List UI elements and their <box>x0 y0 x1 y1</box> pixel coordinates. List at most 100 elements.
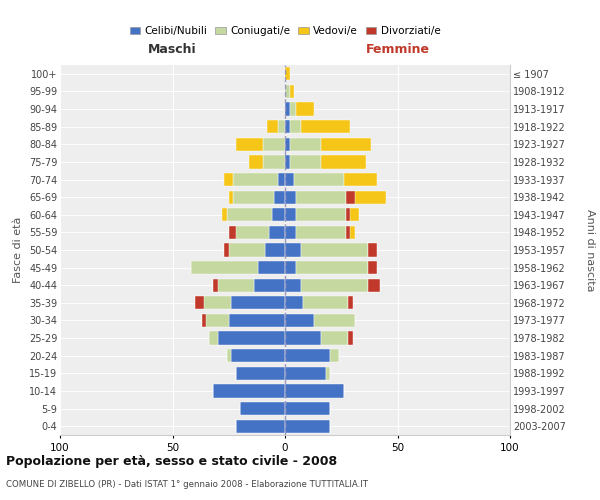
Bar <box>285 208 296 222</box>
Bar <box>213 278 218 292</box>
Bar <box>249 156 263 168</box>
Bar <box>285 278 301 292</box>
Bar <box>285 85 290 98</box>
Bar <box>285 420 330 433</box>
Bar <box>263 138 285 151</box>
Bar <box>263 156 285 168</box>
Bar <box>301 120 350 134</box>
Bar <box>346 226 350 239</box>
Bar <box>229 190 233 204</box>
Bar <box>296 261 368 274</box>
Bar <box>285 402 330 415</box>
Bar <box>285 102 290 116</box>
Bar <box>202 314 206 327</box>
Bar <box>290 156 321 168</box>
Bar <box>285 67 290 80</box>
Text: COMUNE DI ZIBELLO (PR) - Dati ISTAT 1° gennaio 2008 - Elaborazione TUTTITALIA.IT: COMUNE DI ZIBELLO (PR) - Dati ISTAT 1° g… <box>6 480 368 489</box>
Bar <box>209 332 218 344</box>
Bar <box>346 208 359 222</box>
Bar <box>258 261 285 274</box>
Bar <box>229 314 285 327</box>
Bar <box>343 173 377 186</box>
Bar <box>269 226 285 239</box>
Bar <box>303 296 348 310</box>
Bar <box>229 226 269 239</box>
Bar <box>265 244 285 256</box>
Bar <box>285 138 290 151</box>
Bar <box>285 190 296 204</box>
Bar <box>346 190 355 204</box>
Bar <box>213 278 254 292</box>
Bar <box>368 244 377 256</box>
Bar <box>224 173 233 186</box>
Bar <box>296 102 314 116</box>
Bar <box>325 366 330 380</box>
Bar <box>285 156 290 168</box>
Bar <box>321 138 371 151</box>
Bar <box>285 261 296 274</box>
Bar <box>202 314 229 327</box>
Bar <box>229 226 235 239</box>
Bar <box>191 261 258 274</box>
Bar <box>218 332 285 344</box>
Bar <box>346 226 355 239</box>
Bar <box>290 120 301 134</box>
Bar <box>227 208 271 222</box>
Bar <box>348 332 353 344</box>
Text: Maschi: Maschi <box>148 43 197 56</box>
Bar <box>368 261 377 274</box>
Bar <box>285 366 325 380</box>
Bar <box>290 138 321 151</box>
Bar <box>321 332 348 344</box>
Bar <box>274 190 285 204</box>
Y-axis label: Fasce di età: Fasce di età <box>13 217 23 283</box>
Bar <box>321 156 366 168</box>
Bar <box>271 208 285 222</box>
Bar <box>296 226 346 239</box>
Bar <box>278 120 285 134</box>
Bar <box>368 278 380 292</box>
Bar <box>368 278 380 292</box>
Bar <box>301 278 368 292</box>
Bar <box>195 296 204 310</box>
Text: Femmine: Femmine <box>365 43 430 56</box>
Bar <box>285 332 321 344</box>
Bar <box>285 226 296 239</box>
Bar <box>368 244 377 256</box>
Bar <box>233 173 278 186</box>
Bar <box>227 349 231 362</box>
Bar <box>330 349 339 362</box>
Bar <box>224 244 265 256</box>
Bar <box>222 208 227 222</box>
Bar <box>285 120 290 134</box>
Bar <box>290 102 296 116</box>
Bar <box>314 314 355 327</box>
Bar <box>296 190 346 204</box>
Bar <box>348 296 353 310</box>
Bar <box>290 85 294 98</box>
Bar <box>285 296 303 310</box>
Bar <box>231 349 285 362</box>
Y-axis label: Anni di nascita: Anni di nascita <box>585 209 595 291</box>
Bar <box>346 190 386 204</box>
Bar <box>368 261 377 274</box>
Bar <box>235 420 285 433</box>
Bar <box>254 278 285 292</box>
Bar <box>224 244 229 256</box>
Text: Popolazione per età, sesso e stato civile - 2008: Popolazione per età, sesso e stato civil… <box>6 455 337 468</box>
Bar <box>285 244 301 256</box>
Bar <box>285 173 294 186</box>
Bar <box>285 349 330 362</box>
Bar <box>346 208 350 222</box>
Bar <box>235 138 263 151</box>
Bar <box>195 296 231 310</box>
Bar <box>278 173 285 186</box>
Bar <box>233 190 274 204</box>
Bar <box>294 173 343 186</box>
Bar <box>235 366 285 380</box>
Bar <box>296 208 346 222</box>
Bar <box>267 120 278 134</box>
Legend: Celibi/Nubili, Coniugati/e, Vedovi/e, Divorziati/e: Celibi/Nubili, Coniugati/e, Vedovi/e, Di… <box>125 22 445 40</box>
Bar <box>285 384 343 398</box>
Bar <box>240 402 285 415</box>
